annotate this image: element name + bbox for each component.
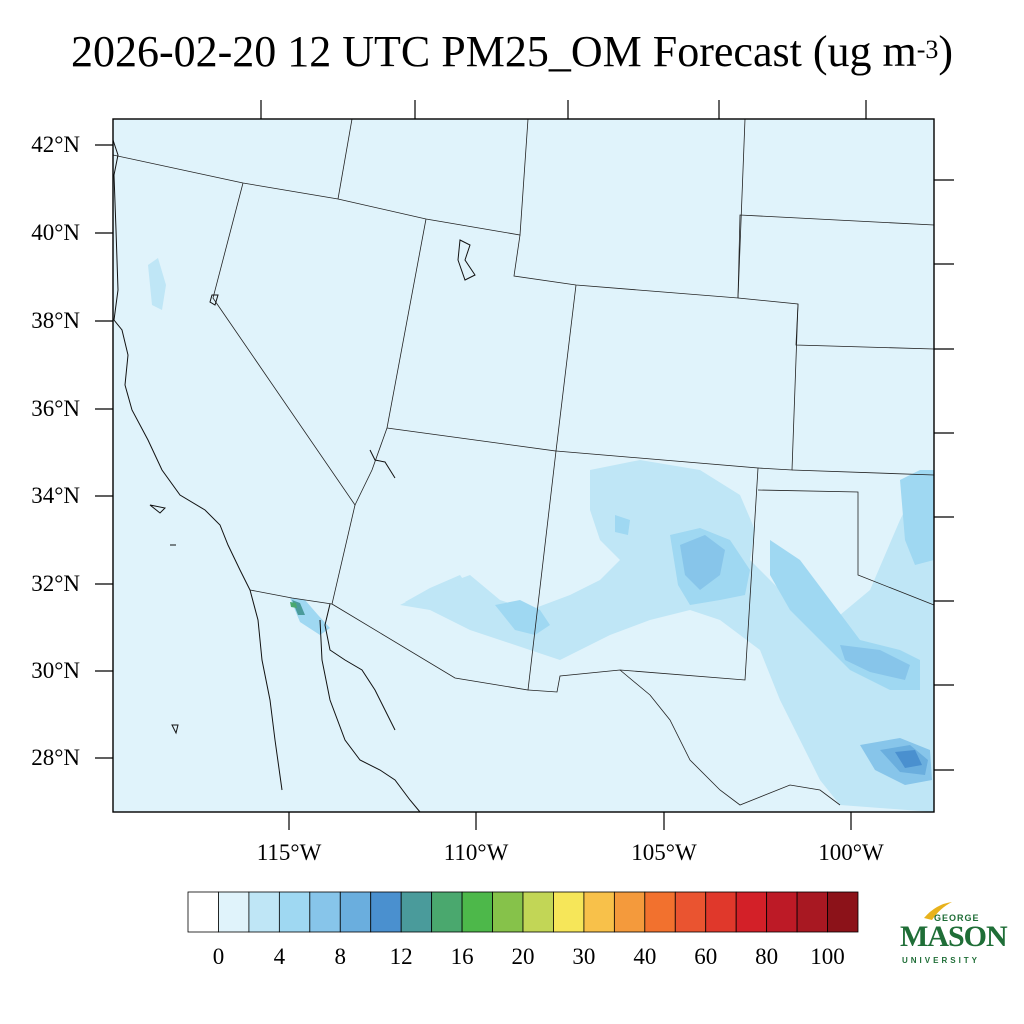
- lon-label: 100°W: [818, 840, 884, 865]
- colorbar-tick-label: 20: [511, 944, 535, 969]
- top-ticks: [260, 100, 867, 119]
- colorbar-tick-label: 80: [755, 944, 779, 969]
- logo-university: UNIVERSITY: [902, 956, 981, 965]
- gmu-logo: GEORGE MASON UNIVERSITY: [896, 898, 1008, 968]
- colorbar-swatch: [400, 891, 433, 933]
- lat-label: 38°N: [31, 308, 80, 333]
- colorbar-swatch: [705, 891, 737, 933]
- colorbar-swatch: [370, 891, 402, 933]
- colorbar-swatch: [492, 891, 524, 933]
- lat-label: 30°N: [31, 658, 80, 683]
- colorbar-tick-label: 60: [694, 944, 718, 969]
- colorbar-swatch: [218, 891, 250, 933]
- colorbar-swatch: [187, 891, 219, 933]
- lat-label: 42°N: [31, 132, 80, 157]
- colorbar-tick-label: 100: [810, 944, 845, 969]
- colorbar-swatch: [735, 891, 768, 933]
- colorbar-swatch: [796, 891, 828, 933]
- colorbar-swatch: [613, 891, 646, 933]
- colorbar-swatch: [644, 891, 676, 933]
- colorbar-swatch: [583, 891, 615, 933]
- right-ticks: [934, 179, 954, 771]
- colorbar-tick-label: 4: [273, 944, 286, 969]
- colorbar-tick-label: 40: [633, 944, 657, 969]
- colorbar-tick-label: 12: [389, 944, 413, 969]
- lon-label: 105°W: [631, 840, 697, 865]
- colorbar-swatch: [278, 891, 311, 933]
- colorbar-swatch: [248, 891, 280, 933]
- colorbar-swatch: [339, 891, 372, 933]
- colorbar-tick-label: 16: [450, 944, 474, 969]
- colorbar-swatch: [461, 891, 493, 933]
- map-title: 2026-02-20 12 UTC PM25_OM Forecast (ug m…: [70, 27, 954, 76]
- colorbar-swatch: [431, 891, 463, 933]
- lat-label: 28°N: [31, 745, 80, 770]
- lat-label: 32°N: [31, 571, 80, 596]
- lat-label: 40°N: [31, 220, 80, 245]
- logo-mason: MASON: [900, 920, 1008, 953]
- pm25-concentration-field: [148, 258, 934, 812]
- left-ticks: [95, 144, 113, 759]
- colorbar-swatch: [827, 891, 859, 933]
- lon-label: 115°W: [256, 840, 322, 865]
- colorbar-swatch: [309, 891, 341, 933]
- lon-label: 110°W: [443, 840, 509, 865]
- logo-george: GEORGE: [934, 913, 980, 923]
- colorbar-swatch: [766, 891, 798, 933]
- colorbar-tick-label: 30: [572, 944, 596, 969]
- colorbar-tick-label: 0: [212, 944, 225, 969]
- lat-label: 34°N: [31, 483, 80, 508]
- colorbar-swatch: [553, 891, 585, 933]
- logo-swoosh-icon: [924, 902, 952, 920]
- colorbar-tick-label: 8: [334, 944, 347, 969]
- state-boundaries: [112, 118, 935, 806]
- bottom-ticks: [288, 812, 852, 830]
- lat-label: 36°N: [31, 396, 80, 421]
- colorbar-swatch: [674, 891, 707, 933]
- coastlines: [112, 139, 476, 813]
- colorbar-swatch: [522, 891, 554, 933]
